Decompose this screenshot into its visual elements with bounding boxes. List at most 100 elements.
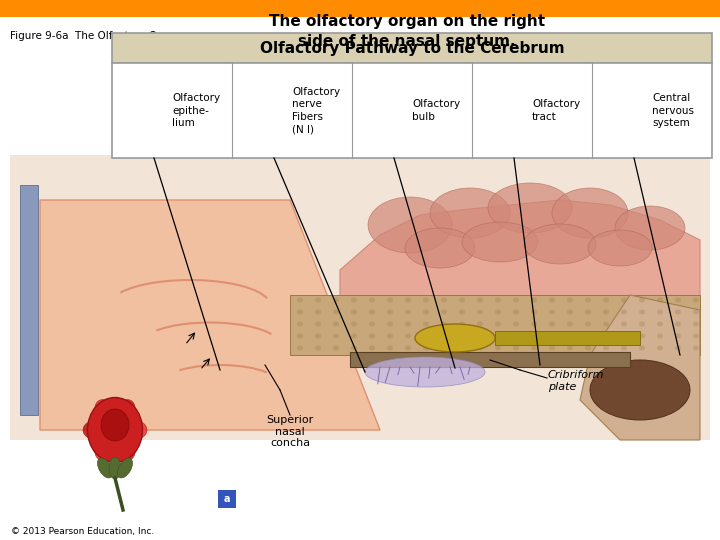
Ellipse shape <box>495 334 501 339</box>
Ellipse shape <box>113 400 135 426</box>
Ellipse shape <box>441 346 447 350</box>
Ellipse shape <box>675 309 681 314</box>
Bar <box>20 185 38 415</box>
Ellipse shape <box>639 334 645 339</box>
Ellipse shape <box>405 321 411 327</box>
Ellipse shape <box>459 346 465 350</box>
Ellipse shape <box>495 321 501 327</box>
Ellipse shape <box>369 321 375 327</box>
Ellipse shape <box>477 298 483 302</box>
Text: Cribriform
plate: Cribriform plate <box>548 370 605 392</box>
Ellipse shape <box>585 346 591 350</box>
Ellipse shape <box>88 397 143 462</box>
Ellipse shape <box>603 309 609 314</box>
Ellipse shape <box>603 334 609 339</box>
Ellipse shape <box>693 346 699 350</box>
Ellipse shape <box>477 346 483 350</box>
Ellipse shape <box>387 321 393 327</box>
FancyArrow shape <box>495 331 640 345</box>
Ellipse shape <box>430 188 510 238</box>
Ellipse shape <box>621 346 627 350</box>
Ellipse shape <box>365 357 485 387</box>
Text: © 2013 Pearson Education, Inc.: © 2013 Pearson Education, Inc. <box>11 526 154 536</box>
Ellipse shape <box>588 230 652 266</box>
Ellipse shape <box>675 321 681 327</box>
Ellipse shape <box>462 222 538 262</box>
Ellipse shape <box>315 321 321 327</box>
Ellipse shape <box>549 334 555 339</box>
Ellipse shape <box>369 298 375 302</box>
Ellipse shape <box>657 321 663 327</box>
Ellipse shape <box>441 298 447 302</box>
Ellipse shape <box>117 458 132 478</box>
Ellipse shape <box>531 321 537 327</box>
Ellipse shape <box>405 298 411 302</box>
Text: Olfactory
epithe-
lium: Olfactory epithe- lium <box>172 93 220 128</box>
Ellipse shape <box>531 346 537 350</box>
Text: Olfactory
bulb: Olfactory bulb <box>412 99 460 122</box>
Ellipse shape <box>315 334 321 339</box>
Ellipse shape <box>351 334 357 339</box>
Ellipse shape <box>639 346 645 350</box>
Ellipse shape <box>369 334 375 339</box>
Ellipse shape <box>585 334 591 339</box>
Ellipse shape <box>621 334 627 339</box>
Ellipse shape <box>441 309 447 314</box>
Ellipse shape <box>387 309 393 314</box>
Ellipse shape <box>387 298 393 302</box>
Ellipse shape <box>513 298 519 302</box>
Ellipse shape <box>567 334 573 339</box>
Ellipse shape <box>405 309 411 314</box>
Text: Figure 9-6a  The Olfactory Organs.: Figure 9-6a The Olfactory Organs. <box>10 31 190 41</box>
Ellipse shape <box>333 334 339 339</box>
Ellipse shape <box>101 409 129 441</box>
Text: Olfactory
nerve
Fibers
(N I): Olfactory nerve Fibers (N I) <box>292 87 340 134</box>
Ellipse shape <box>615 206 685 250</box>
Ellipse shape <box>109 457 121 479</box>
Ellipse shape <box>675 298 681 302</box>
Ellipse shape <box>423 346 429 350</box>
Ellipse shape <box>351 346 357 350</box>
Ellipse shape <box>459 321 465 327</box>
Text: a: a <box>224 494 230 504</box>
Ellipse shape <box>297 298 303 302</box>
Ellipse shape <box>113 434 135 461</box>
Ellipse shape <box>585 298 591 302</box>
Ellipse shape <box>495 346 501 350</box>
Ellipse shape <box>531 334 537 339</box>
Text: Olfactory
tract: Olfactory tract <box>532 99 580 122</box>
Polygon shape <box>40 200 380 430</box>
Bar <box>112 63 712 158</box>
Bar <box>0 0 720 17</box>
Polygon shape <box>580 295 700 440</box>
Ellipse shape <box>423 334 429 339</box>
Ellipse shape <box>675 334 681 339</box>
Ellipse shape <box>441 334 447 339</box>
Ellipse shape <box>351 298 357 302</box>
Ellipse shape <box>531 298 537 302</box>
Ellipse shape <box>297 321 303 327</box>
Ellipse shape <box>603 321 609 327</box>
Ellipse shape <box>369 309 375 314</box>
Ellipse shape <box>657 309 663 314</box>
Ellipse shape <box>693 321 699 327</box>
Ellipse shape <box>297 334 303 339</box>
Bar <box>112 33 712 63</box>
Ellipse shape <box>657 298 663 302</box>
Text: Central
nervous
system: Central nervous system <box>652 93 694 128</box>
Ellipse shape <box>567 321 573 327</box>
Ellipse shape <box>459 298 465 302</box>
Ellipse shape <box>333 298 339 302</box>
Ellipse shape <box>513 346 519 350</box>
Text: Superior
nasal
concha: Superior nasal concha <box>266 415 314 448</box>
Ellipse shape <box>405 346 411 350</box>
Ellipse shape <box>495 309 501 314</box>
Ellipse shape <box>477 309 483 314</box>
Ellipse shape <box>585 309 591 314</box>
Ellipse shape <box>590 360 690 420</box>
Ellipse shape <box>95 400 117 426</box>
Ellipse shape <box>567 346 573 350</box>
Ellipse shape <box>315 298 321 302</box>
Ellipse shape <box>693 309 699 314</box>
Ellipse shape <box>549 298 555 302</box>
